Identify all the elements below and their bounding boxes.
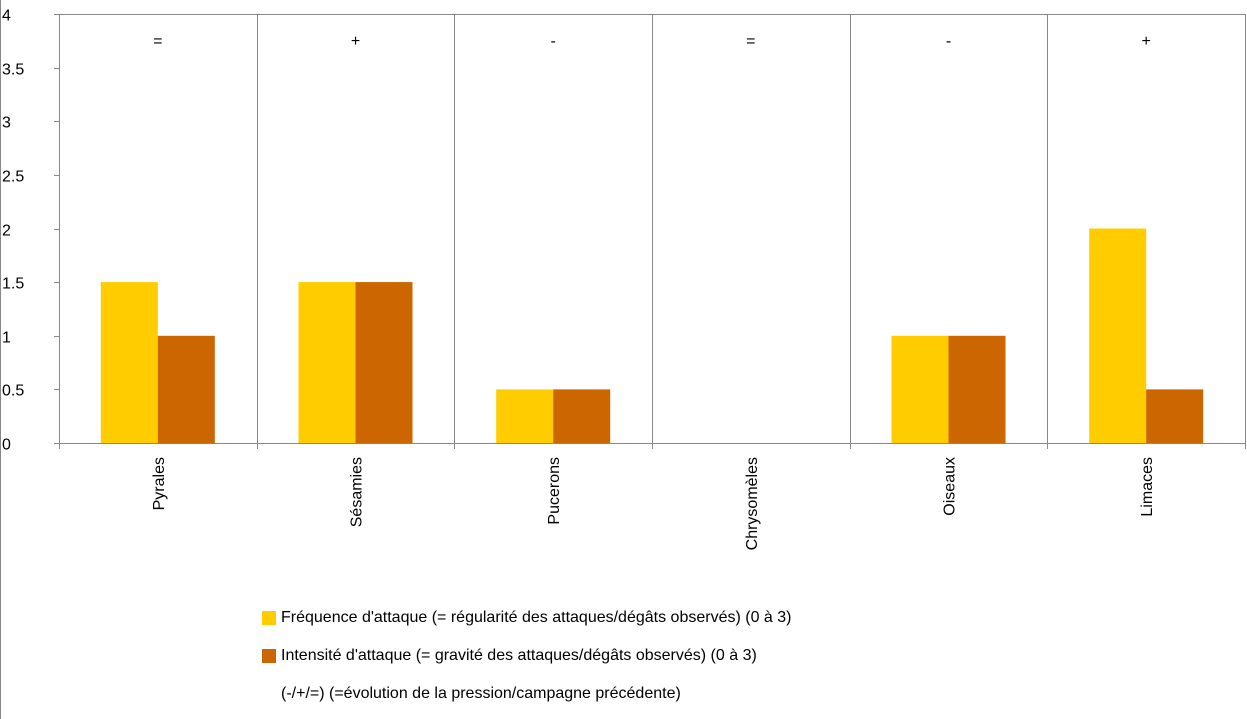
- bar-frequence: [100, 282, 158, 443]
- evolution-marker: -: [946, 33, 951, 50]
- legend-swatch-intensite: [262, 649, 276, 663]
- y-tick-label: 0: [2, 437, 11, 454]
- bar-intensite: [553, 389, 611, 443]
- bar-frequence: [1089, 228, 1147, 443]
- evolution-marker: +: [1142, 33, 1151, 50]
- legend-note: (-/+/=) (=évolution de la pression/campa…: [281, 685, 681, 702]
- axes: [54, 14, 1246, 449]
- bar-intensite: [1146, 389, 1204, 443]
- bars: [100, 228, 1204, 444]
- y-tick-label: 4: [2, 8, 11, 25]
- x-tick-label: Chrysomèles: [744, 457, 761, 550]
- evolution-marker: -: [551, 33, 556, 50]
- y-tick-label: 3.5: [2, 62, 24, 79]
- y-tick-label: 0.5: [2, 383, 24, 400]
- y-tick-label: 2: [2, 223, 11, 240]
- evolution-markers: = + - = - +: [153, 33, 1151, 50]
- bar-intensite: [157, 335, 215, 444]
- y-tick-label: 1: [2, 330, 11, 347]
- bar-intensite: [948, 335, 1006, 444]
- bar-frequence: [891, 335, 949, 444]
- legend-item-frequence: Fréquence d'attaque (= régularité des at…: [262, 608, 791, 628]
- legend-swatch-frequence: [262, 611, 276, 625]
- category-grid: [59, 14, 1246, 443]
- x-tick-label: Sésamies: [349, 457, 366, 527]
- bar-frequence: [496, 389, 554, 443]
- y-tick-label: 3: [2, 115, 11, 132]
- x-tick-label: Limaces: [1139, 457, 1156, 517]
- evolution-marker: =: [153, 33, 162, 50]
- bar-intensite: [355, 282, 413, 443]
- bar-frequence: [298, 282, 356, 443]
- x-tick-label: Pucerons: [546, 457, 563, 525]
- evolution-marker: =: [746, 33, 755, 50]
- y-tick-label: 2.5: [2, 169, 24, 186]
- x-tick-label: Oiseaux: [942, 457, 959, 516]
- legend-label-intensite: Intensité d'attaque (= gravité des attaq…: [281, 647, 757, 664]
- legend-item-intensite: Intensité d'attaque (= gravité des attaq…: [262, 646, 791, 666]
- y-tick-label: 1.5: [2, 276, 24, 293]
- x-tick-label: Pyrales: [151, 457, 168, 510]
- x-axis-ticks: Pyrales Sésamies Pucerons Chrysomèles Oiseau…: [151, 457, 1156, 550]
- evolution-marker: +: [351, 33, 360, 50]
- legend: Fréquence d'attaque (= régularité des at…: [262, 608, 791, 704]
- legend-label-frequence: Fréquence d'attaque (= régularité des at…: [281, 609, 792, 626]
- y-axis-ticks: 0 0.5 1 1.5 2 2.5 3 3.5 4: [2, 8, 59, 454]
